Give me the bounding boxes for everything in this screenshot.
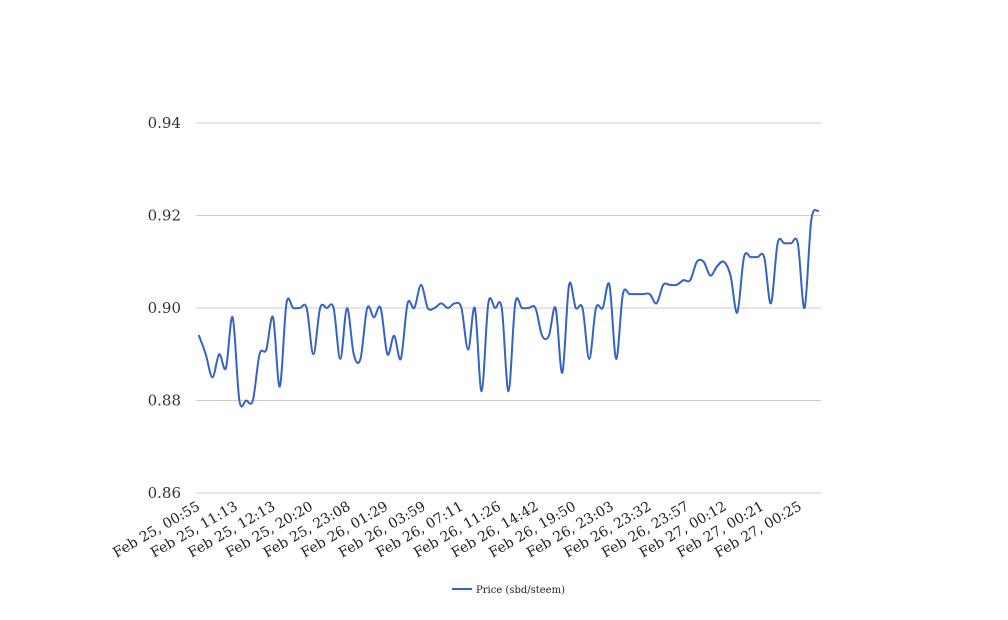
y-tick-label: 0.92 — [148, 207, 181, 225]
gridlines — [196, 122, 821, 494]
legend-label-price: Price (sbd/steem) — [476, 585, 565, 596]
y-tick-label: 0.88 — [148, 392, 181, 410]
series-lines — [198, 209, 819, 408]
y-tick-label: 0.94 — [148, 114, 181, 132]
y-tick-label: 0.86 — [148, 484, 181, 502]
legend[interactable]: Price (sbd/steem) — [452, 585, 565, 596]
y-tick-label: 0.90 — [148, 299, 181, 317]
y-axis-ticks: 0.86 0.88 0.90 0.92 0.94 — [148, 114, 181, 502]
series-line-price — [198, 209, 819, 408]
